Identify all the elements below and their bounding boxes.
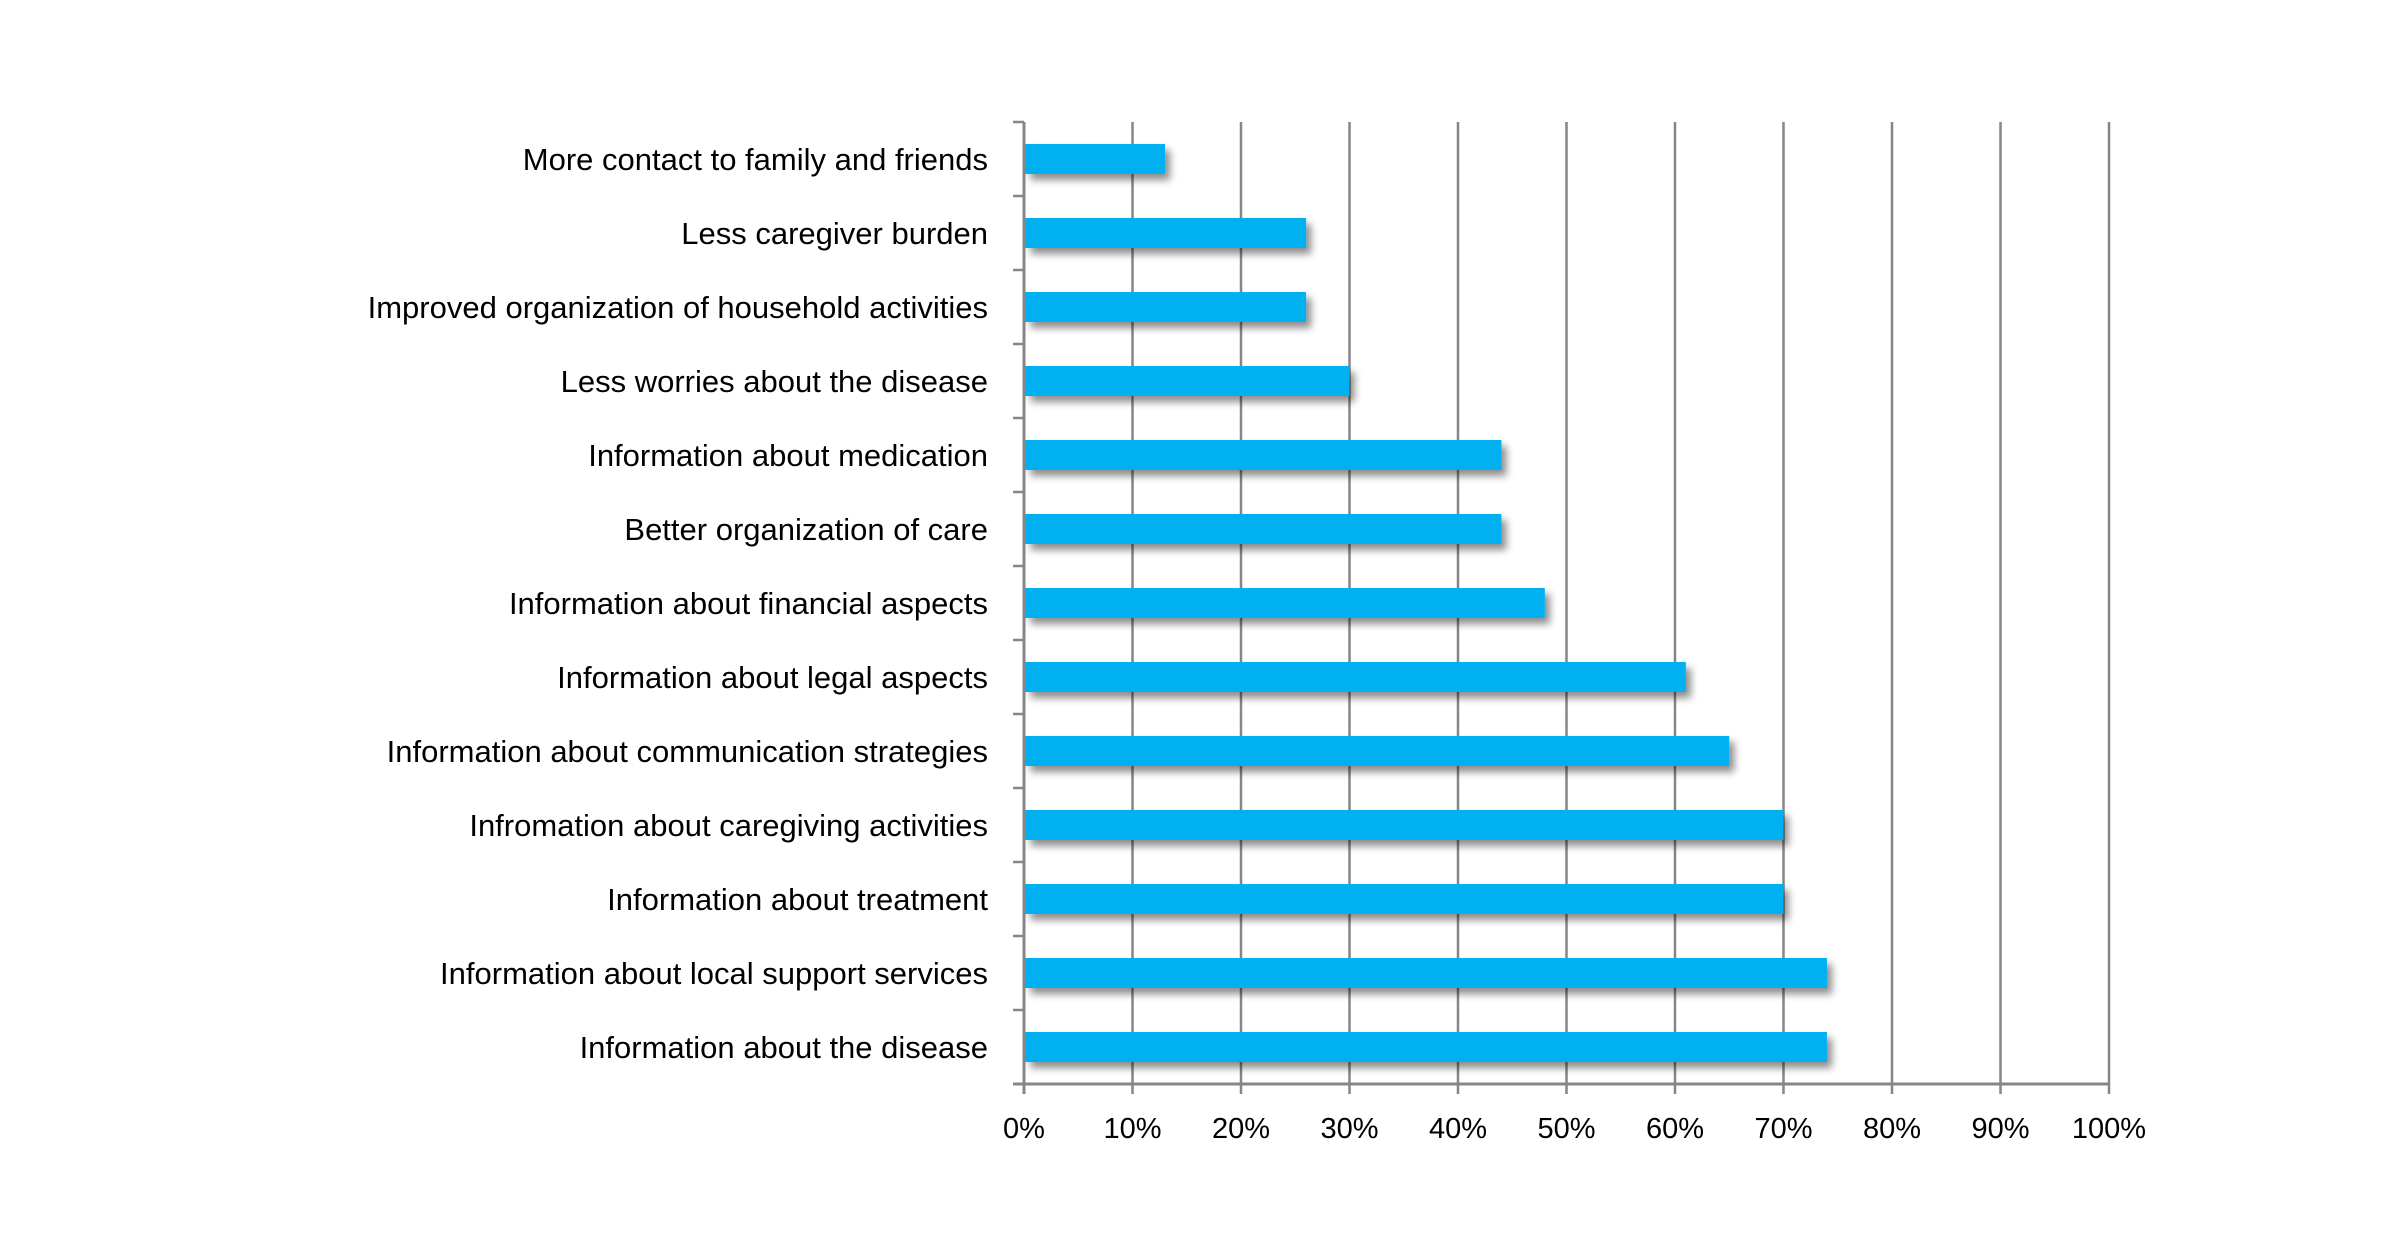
bar	[1025, 810, 1784, 840]
bar	[1025, 588, 1545, 618]
x-tick-label: 90%	[1971, 1113, 2029, 1145]
category-label: Less caregiver burden	[681, 216, 988, 251]
bar	[1025, 218, 1307, 248]
category-label: Information about communication strategi…	[387, 734, 988, 769]
category-label: Better organization of care	[624, 512, 988, 547]
x-tick-label: 40%	[1429, 1113, 1487, 1145]
category-label: Less worries about the disease	[561, 364, 988, 399]
bar	[1025, 514, 1502, 544]
x-tick-label: 60%	[1646, 1113, 1704, 1145]
x-tick-label: 20%	[1212, 1113, 1270, 1145]
category-label: Information about financial aspects	[509, 586, 988, 621]
category-label: Information about local support services	[440, 956, 988, 991]
x-tick-label: 70%	[1754, 1113, 1812, 1145]
bar	[1025, 884, 1784, 914]
bar	[1025, 958, 1827, 988]
x-tick-label: 100%	[2072, 1113, 2146, 1145]
x-tick-label: 30%	[1320, 1113, 1378, 1145]
category-label: Information about legal aspects	[557, 660, 988, 695]
bar	[1025, 736, 1730, 766]
category-label: Infromation about caregiving activities	[469, 808, 988, 843]
x-tick-label: 80%	[1863, 1113, 1921, 1145]
bar	[1025, 292, 1307, 322]
bar	[1025, 662, 1686, 692]
bar	[1025, 366, 1350, 396]
gridlines	[1131, 122, 2111, 1084]
category-label: Information about treatment	[607, 882, 988, 917]
bars	[1025, 144, 1827, 1062]
category-label: More contact to family and friends	[523, 142, 988, 177]
x-tick-label: 50%	[1537, 1113, 1595, 1145]
category-label: Information about medication	[588, 438, 988, 473]
x-tick-labels: 0% 10% 20% 30% 40% 50% 60% 70% 80% 90% 100%	[1003, 1113, 2146, 1145]
category-label: Information about the disease	[580, 1030, 988, 1065]
bar	[1025, 1032, 1827, 1062]
category-labels: More contact to family and friends Less c…	[368, 142, 989, 1065]
x-tick-label: 10%	[1103, 1113, 1161, 1145]
category-label: Improved organization of household activ…	[368, 290, 988, 325]
bar	[1025, 440, 1502, 470]
x-tick-label: 0%	[1003, 1113, 1045, 1145]
axes	[1013, 120, 2111, 1094]
bar	[1025, 144, 1166, 174]
